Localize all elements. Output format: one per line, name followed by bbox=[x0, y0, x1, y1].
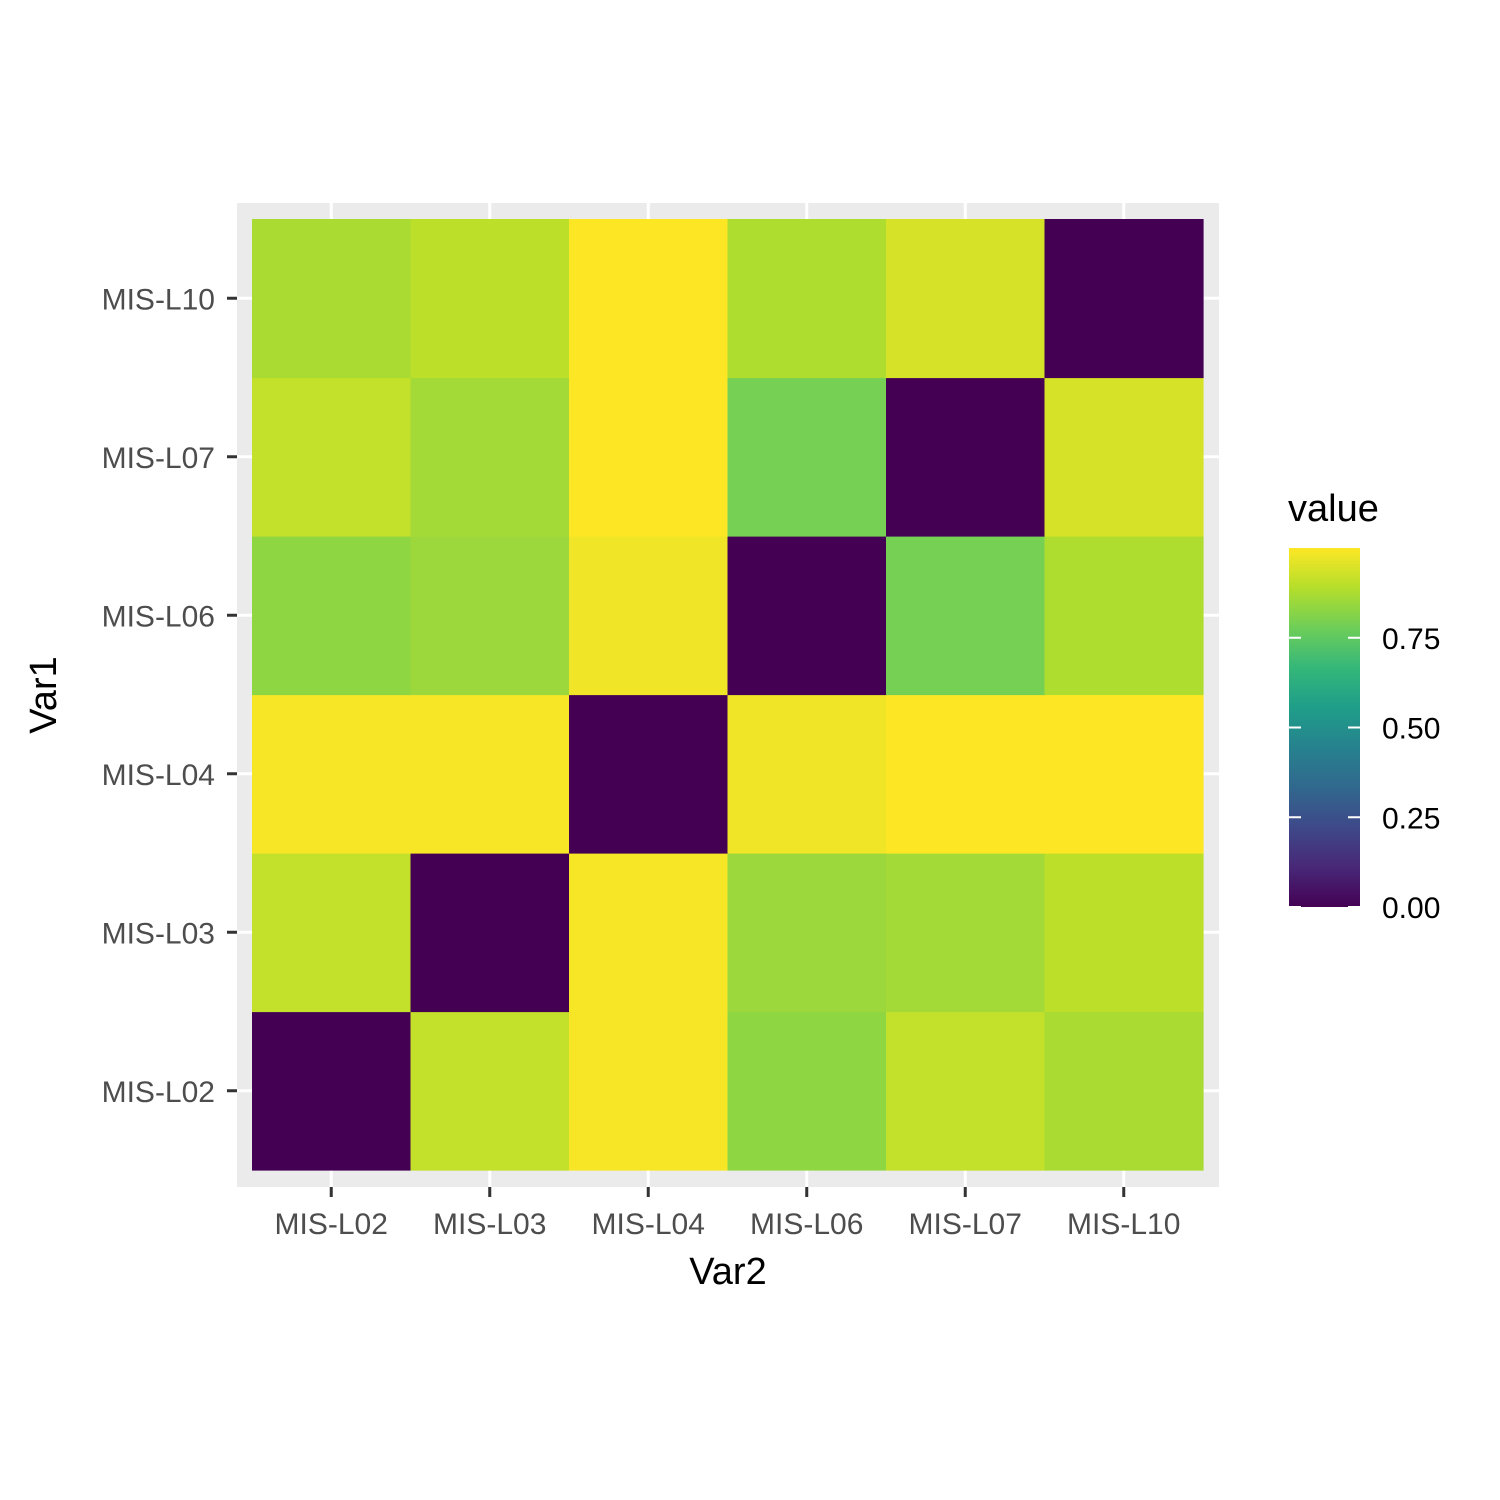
heatmap-tile bbox=[569, 1011, 729, 1171]
heatmap-tile bbox=[410, 536, 570, 696]
heatmap-tile bbox=[886, 1011, 1046, 1171]
heatmap-tile bbox=[886, 219, 1046, 379]
y-tick-label: MIS-L10 bbox=[102, 283, 215, 316]
heatmap-tile bbox=[569, 377, 729, 537]
x-tick-label: MIS-L06 bbox=[750, 1208, 863, 1241]
heatmap-tile bbox=[569, 694, 729, 854]
heatmap-tile bbox=[1044, 536, 1204, 696]
heatmap-tile bbox=[569, 219, 729, 379]
heatmap-tile bbox=[727, 1011, 887, 1171]
heatmap-tile bbox=[252, 853, 412, 1013]
heatmap-tile bbox=[252, 1011, 412, 1171]
heatmap-tile bbox=[1044, 1011, 1204, 1171]
y-tick-label: MIS-L06 bbox=[102, 600, 215, 633]
x-tick-label: MIS-L04 bbox=[592, 1208, 705, 1241]
heatmap-tile bbox=[1044, 853, 1204, 1013]
heatmap-tile bbox=[1044, 377, 1204, 537]
y-axis: MIS-L02 MIS-L03 MIS-L04 MIS-L06 MIS-L07 MIS-L… bbox=[102, 283, 237, 1109]
heatmap-tile bbox=[410, 853, 570, 1013]
legend-label: 0.00 bbox=[1382, 892, 1440, 925]
heatmap-tile bbox=[410, 377, 570, 537]
legend-title: value bbox=[1288, 488, 1379, 530]
heatmap-tile bbox=[727, 219, 887, 379]
y-axis-title: Var1 bbox=[23, 656, 65, 733]
x-tick-label: MIS-L03 bbox=[433, 1208, 546, 1241]
heatmap-tile bbox=[886, 853, 1046, 1013]
x-axis: MIS-L02 MIS-L03 MIS-L04 MIS-L06 MIS-L07 MIS-L… bbox=[275, 1187, 1180, 1241]
x-tick-label: MIS-L02 bbox=[275, 1208, 388, 1241]
heatmap-tile bbox=[410, 1011, 570, 1171]
heatmap-tile bbox=[1044, 219, 1204, 379]
x-axis-title: Var2 bbox=[689, 1251, 766, 1293]
heatmap-tile bbox=[252, 219, 412, 379]
legend-label: 0.75 bbox=[1382, 623, 1440, 656]
heatmap-tile bbox=[886, 694, 1046, 854]
legend-label: 0.25 bbox=[1382, 802, 1440, 835]
heatmap-tile bbox=[410, 219, 570, 379]
heatmap-tile bbox=[886, 536, 1046, 696]
x-tick-label: MIS-L10 bbox=[1067, 1208, 1180, 1241]
heatmap-tiles bbox=[252, 219, 1204, 1171]
color-legend: value 0.00 0.25 0.50 0.75 bbox=[1288, 488, 1440, 925]
heatmap-tile bbox=[727, 694, 887, 854]
y-tick-label: MIS-L07 bbox=[102, 442, 215, 475]
y-tick-label: MIS-L03 bbox=[102, 917, 215, 950]
heatmap-tile bbox=[727, 377, 887, 537]
y-tick-label: MIS-L02 bbox=[102, 1076, 215, 1109]
heatmap-tile bbox=[727, 853, 887, 1013]
heatmap-tile bbox=[252, 377, 412, 537]
heatmap-tile bbox=[569, 536, 729, 696]
legend-ticks: 0.00 0.25 0.50 0.75 bbox=[1289, 623, 1440, 925]
heatmap-tile bbox=[569, 853, 729, 1013]
legend-label: 0.50 bbox=[1382, 713, 1440, 746]
heatmap-tile bbox=[252, 694, 412, 854]
heatmap-tile bbox=[1044, 694, 1204, 854]
x-tick-label: MIS-L07 bbox=[909, 1208, 1022, 1241]
heatmap-tile bbox=[410, 694, 570, 854]
heatmap-tile bbox=[252, 536, 412, 696]
y-tick-label: MIS-L04 bbox=[102, 759, 215, 792]
heatmap-tile bbox=[886, 377, 1046, 537]
heatmap-tile bbox=[727, 536, 887, 696]
